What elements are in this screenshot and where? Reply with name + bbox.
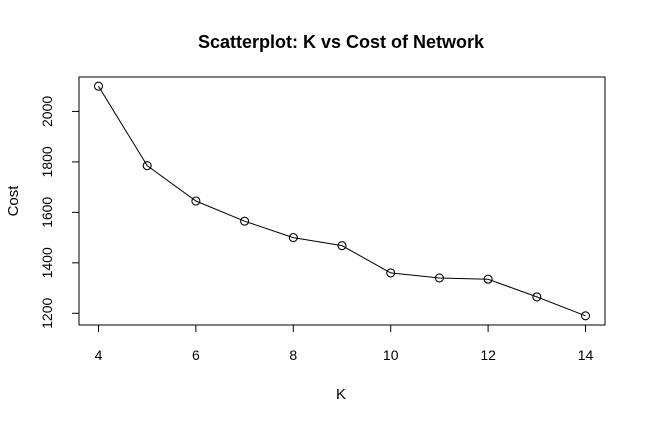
- data-point: [434, 273, 444, 283]
- data-point: [93, 81, 104, 91]
- data-point: [337, 241, 347, 251]
- x-tick-label: 6: [192, 347, 200, 363]
- x-axis: 4 6 8 10 12 14: [95, 324, 594, 363]
- x-tick-label: 14: [578, 347, 594, 363]
- y-axis-label: Cost: [5, 185, 22, 217]
- x-tick-label: 8: [289, 347, 297, 363]
- chart-title: Scatterplot: K vs Cost of Network: [198, 32, 485, 52]
- data-point: [288, 233, 298, 243]
- y-tick-label: 1200: [39, 298, 55, 329]
- series-line: [98, 85, 586, 317]
- x-axis-label: K: [336, 386, 346, 403]
- plot-frame: [78, 76, 606, 326]
- y-tick-label: 2000: [39, 96, 55, 127]
- y-tick-label: 1600: [39, 197, 55, 228]
- data-point: [483, 274, 493, 284]
- data-point: [191, 196, 201, 206]
- x-tick-label: 12: [480, 347, 496, 363]
- y-axis: 1200 1400 1600 1800 2000: [39, 96, 80, 329]
- data-point: [580, 311, 591, 321]
- data-point: [532, 292, 542, 302]
- x-tick-label: 4: [95, 347, 103, 363]
- y-tick-label: 1800: [39, 146, 55, 177]
- x-tick-label: 10: [383, 347, 399, 363]
- data-point: [386, 268, 396, 278]
- series-group: [93, 81, 591, 321]
- y-tick-label: 1400: [39, 247, 55, 278]
- data-point: [142, 161, 152, 171]
- data-point: [240, 216, 250, 226]
